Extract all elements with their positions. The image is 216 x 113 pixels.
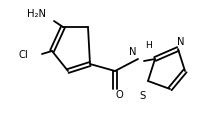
Text: O: O [115, 89, 123, 99]
Text: S: S [140, 90, 146, 100]
Text: N: N [129, 47, 137, 56]
Text: Cl: Cl [18, 50, 28, 59]
Text: H₂N: H₂N [27, 9, 46, 19]
Text: H: H [146, 41, 152, 50]
Text: N: N [177, 37, 185, 47]
